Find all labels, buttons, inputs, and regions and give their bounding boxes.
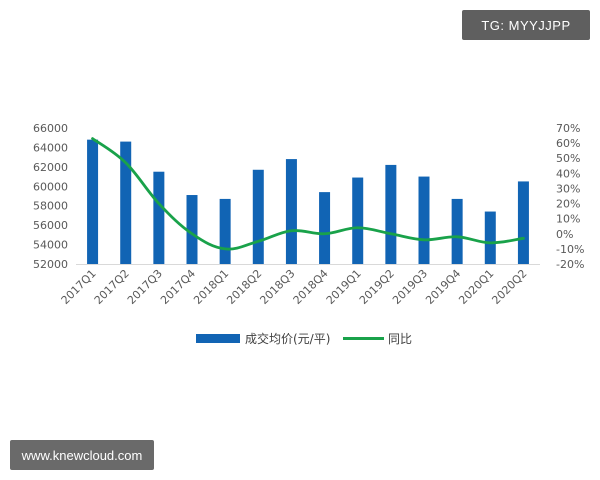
- x-tick-label: 2018Q2: [224, 267, 264, 307]
- bar: [186, 195, 198, 264]
- x-tick-label: 2018Q1: [191, 267, 231, 307]
- bar: [153, 171, 165, 264]
- line-point: [389, 232, 393, 235]
- right-tick-label: -10%: [556, 243, 584, 256]
- line-point: [124, 161, 127, 164]
- line-point: [223, 247, 227, 251]
- x-tick-label: 2020Q1: [456, 267, 496, 307]
- bar: [484, 211, 496, 264]
- bar: [285, 159, 297, 264]
- x-tick-label: 2017Q4: [158, 267, 198, 307]
- right-tick-label: 20%: [556, 198, 580, 211]
- left-tick-label: 64000: [33, 141, 68, 154]
- line-point: [422, 238, 426, 242]
- left-tick-label: 60000: [33, 180, 68, 193]
- legend-line-label: 同比: [388, 332, 412, 346]
- x-tick-label: 2018Q4: [291, 267, 331, 307]
- right-tick-label: 50%: [556, 152, 580, 165]
- bar: [219, 198, 231, 264]
- right-tick-label: 70%: [556, 122, 580, 135]
- yoy-line: [91, 137, 525, 251]
- bar: [517, 181, 529, 264]
- line-point: [522, 237, 525, 240]
- bar: [87, 139, 99, 264]
- x-tick-label: 2017Q3: [125, 267, 165, 307]
- line-point: [91, 137, 94, 140]
- left-tick-label: 54000: [33, 239, 68, 252]
- left-tick-label: 66000: [33, 122, 68, 135]
- line-point: [257, 240, 260, 243]
- x-tick-label: 2018Q3: [257, 267, 297, 307]
- x-tick-label: 2019Q1: [324, 267, 364, 307]
- line-point: [190, 232, 194, 235]
- right-tick-label: 60%: [556, 137, 580, 150]
- left-axis: 52000 54000 56000 58000 60000 62000 64000 66000: [33, 122, 68, 271]
- legend-bar-swatch: [196, 334, 240, 343]
- line-point: [489, 241, 492, 245]
- line-series: [91, 137, 525, 251]
- right-tick-label: 30%: [556, 182, 580, 195]
- bar: [319, 192, 331, 264]
- bar: [352, 177, 364, 264]
- line-point: [323, 232, 326, 235]
- line-point: [455, 235, 459, 238]
- left-tick-label: 62000: [33, 161, 68, 174]
- watermark-website: www.knewcloud.com: [10, 440, 154, 470]
- bar-series: [87, 139, 529, 264]
- left-tick-label: 52000: [33, 258, 68, 271]
- x-tick-label: 2017Q2: [92, 267, 132, 307]
- left-tick-label: 56000: [33, 219, 68, 232]
- x-tick-label: 2019Q2: [357, 267, 397, 307]
- legend-bar-label: 成交均价(元/平): [245, 331, 330, 346]
- bar: [120, 141, 132, 264]
- x-tick-label: 2019Q3: [390, 267, 430, 307]
- right-tick-label: 40%: [556, 167, 580, 180]
- line-point: [356, 226, 359, 229]
- x-axis: 2017Q12017Q22017Q32017Q42018Q12018Q22018…: [59, 264, 540, 307]
- right-axis: -20% -10% 0% 10% 20% 30% 40% 50% 60% 70%: [556, 122, 584, 271]
- legend: 成交均价(元/平) 同比: [196, 331, 412, 346]
- x-tick-label: 2019Q4: [423, 267, 463, 307]
- line-point: [157, 202, 161, 205]
- left-tick-label: 58000: [33, 200, 68, 213]
- x-tick-label: 2017Q1: [59, 267, 99, 307]
- right-tick-label: -20%: [556, 258, 584, 271]
- line-point: [290, 229, 293, 232]
- right-tick-label: 10%: [556, 213, 580, 226]
- bar: [451, 198, 463, 264]
- bar: [252, 169, 264, 264]
- x-tick-label: 2020Q2: [489, 267, 529, 307]
- watermark-telegram: TG: MYYJJPP: [462, 10, 590, 40]
- right-tick-label: 0%: [556, 228, 573, 241]
- bar: [385, 164, 397, 264]
- bar: [418, 176, 430, 264]
